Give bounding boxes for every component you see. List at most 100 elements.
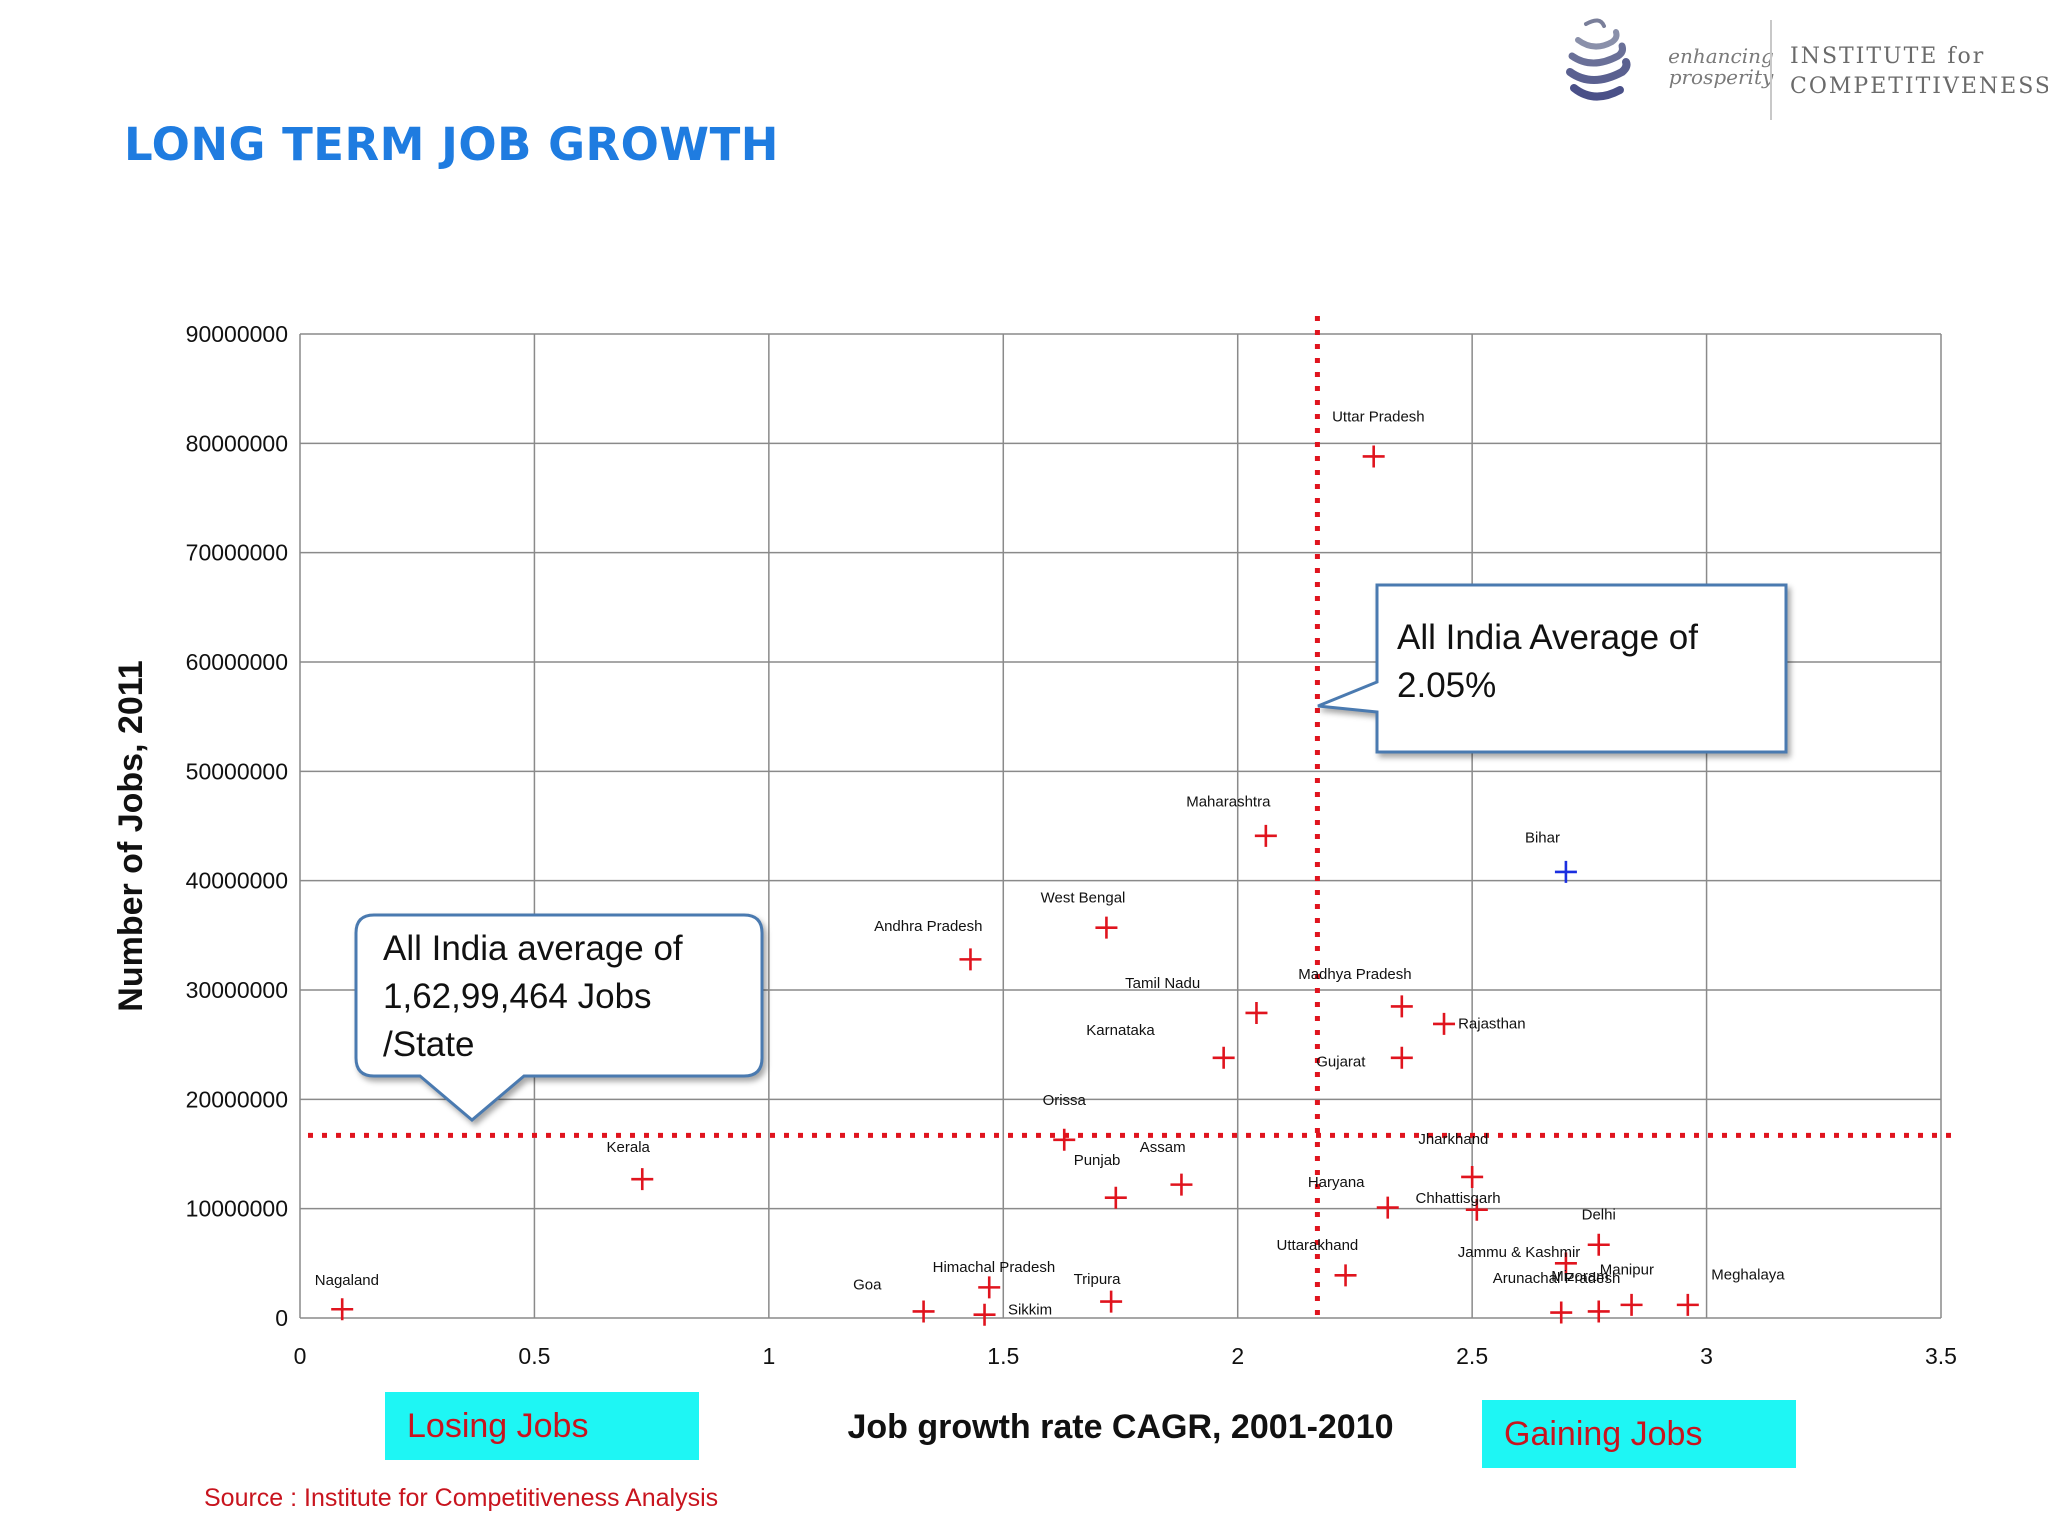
point-label-punjab: Punjab xyxy=(1074,1152,1121,1169)
point-label-andhra-pradesh: Andhra Pradesh xyxy=(874,918,982,935)
point-label-goa: Goa xyxy=(853,1277,882,1294)
jobs-callout-line3: /State xyxy=(383,1025,475,1064)
x-tick-label: 3 xyxy=(1700,1343,1713,1369)
logo-name-line1: INSTITUTE for xyxy=(1790,44,1986,69)
point-jammu-kashmir xyxy=(1554,1252,1577,1275)
x-tick-label: 3.5 xyxy=(1925,1343,1957,1369)
point-label-uttarakhand: Uttarakhand xyxy=(1277,1237,1359,1254)
x-axis-title: Job growth rate CAGR, 2001-2010 xyxy=(847,1408,1393,1446)
point-tripura xyxy=(1100,1290,1123,1313)
point-label-mizoram: Mizoram xyxy=(1551,1268,1609,1285)
jobs-callout-text: All India average of 1,62,99,464 Jobs /S… xyxy=(383,925,683,1069)
point-label-maharashtra: Maharashtra xyxy=(1186,793,1271,810)
point-label-karnataka: Karnataka xyxy=(1086,1022,1155,1039)
point-nagaland xyxy=(331,1298,354,1321)
cagr-callout-box xyxy=(1317,583,1788,754)
point-madhya-pradesh xyxy=(1390,995,1413,1018)
x-tick-label: 2.5 xyxy=(1456,1343,1488,1369)
x-tick-label: 2 xyxy=(1231,1343,1244,1369)
y-tick-label: 60000000 xyxy=(186,649,288,675)
point-mizoram xyxy=(1587,1300,1610,1323)
point-himachal-pradesh xyxy=(978,1276,1001,1299)
y-tick-label: 10000000 xyxy=(186,1196,288,1222)
point-orissa xyxy=(1053,1128,1076,1151)
point-gujarat xyxy=(1390,1046,1413,1069)
point-assam xyxy=(1170,1173,1193,1196)
point-label-haryana: Haryana xyxy=(1308,1174,1365,1191)
point-label-delhi: Delhi xyxy=(1582,1207,1616,1224)
point-label-rajasthan: Rajasthan xyxy=(1458,1015,1526,1032)
point-label-tamil-nadu: Tamil Nadu xyxy=(1125,975,1200,992)
point-arunachal-pradesh xyxy=(1550,1301,1573,1324)
point-label-tripura: Tripura xyxy=(1074,1271,1122,1288)
point-label-meghalaya: Meghalaya xyxy=(1711,1267,1785,1284)
y-axis-title: Number of Jobs, 2011 xyxy=(112,660,150,1011)
point-label-madhya-pradesh: Madhya Pradesh xyxy=(1298,966,1411,983)
point-sikkim xyxy=(973,1303,996,1326)
losing-jobs-label: Losing Jobs xyxy=(385,1392,699,1460)
jobs-callout-box xyxy=(354,913,764,1122)
x-tick-label: 0 xyxy=(294,1343,307,1369)
point-karnataka xyxy=(1212,1046,1235,1069)
point-label-bihar: Bihar xyxy=(1525,829,1560,846)
point-label-sikkim: Sikkim xyxy=(1008,1302,1052,1319)
point-label-uttar-pradesh: Uttar Pradesh xyxy=(1332,408,1425,425)
point-chhattisgarh xyxy=(1465,1198,1488,1221)
point-label-jharkhand: Jharkhand xyxy=(1418,1131,1488,1148)
point-punjab xyxy=(1104,1186,1127,1209)
y-tick-label: 80000000 xyxy=(186,430,288,456)
jobs-callout-line2: 1,62,99,464 Jobs xyxy=(383,977,652,1016)
cagr-callout-text: All India Average of 2.05% xyxy=(1397,614,1698,710)
point-label-west-bengal: West Bengal xyxy=(1041,890,1126,907)
logo-tagline-line2: prosperity xyxy=(1668,65,1774,89)
point-andhra-pradesh xyxy=(959,948,982,971)
logo-name-line2: COMPETITIVENESS xyxy=(1790,74,2048,99)
jobs-callout-line1: All India average of xyxy=(383,929,683,968)
page-title: LONG TERM JOB GROWTH xyxy=(124,118,779,171)
point-uttarakhand xyxy=(1334,1264,1357,1287)
point-label-arunachal-pradesh: Arunachal Pradesh xyxy=(1493,1270,1621,1287)
cagr-callout-line2: 2.05% xyxy=(1397,666,1497,705)
institute-logo: enhancing prosperity INSTITUTE for COMPE… xyxy=(1560,8,2048,128)
y-tick-label: 0 xyxy=(275,1305,288,1331)
point-manipur xyxy=(1620,1293,1643,1316)
point-uttar-pradesh xyxy=(1362,445,1385,468)
logo-name: INSTITUTE for COMPETITIVENESS xyxy=(1790,42,2048,102)
point-bihar xyxy=(1554,860,1577,883)
point-label-orissa: Orissa xyxy=(1043,1092,1087,1109)
point-label-kerala: Kerala xyxy=(607,1139,651,1156)
cagr-callout-line1: All India Average of xyxy=(1397,618,1698,657)
point-label-manipur: Manipur xyxy=(1600,1261,1654,1278)
logo-divider xyxy=(1770,20,1772,120)
swirl-logo-icon xyxy=(1566,18,1631,101)
x-tick-label: 1.5 xyxy=(987,1343,1019,1369)
point-rajasthan xyxy=(1433,1012,1456,1035)
point-west-bengal xyxy=(1095,916,1118,939)
y-tick-label: 90000000 xyxy=(186,321,288,347)
x-tick-label: 0.5 xyxy=(518,1343,550,1369)
y-tick-label: 50000000 xyxy=(186,758,288,784)
point-label-jammu-kashmir: Jammu & Kashmir xyxy=(1458,1244,1581,1261)
logo-tagline-line1: enhancing xyxy=(1668,44,1774,68)
point-kerala xyxy=(631,1168,654,1191)
logo-tagline: enhancing prosperity xyxy=(1656,46,1786,88)
point-label-nagaland: Nagaland xyxy=(315,1272,379,1289)
source-note: Source : Institute for Competitiveness A… xyxy=(204,1484,719,1512)
y-tick-label: 30000000 xyxy=(186,977,288,1003)
point-haryana xyxy=(1376,1196,1399,1219)
point-jharkhand xyxy=(1461,1165,1484,1188)
gaining-jobs-label: Gaining Jobs xyxy=(1482,1400,1796,1468)
y-tick-label: 20000000 xyxy=(186,1086,288,1112)
point-delhi xyxy=(1587,1233,1610,1256)
x-tick-label: 1 xyxy=(762,1343,775,1369)
point-label-assam: Assam xyxy=(1140,1139,1186,1156)
point-label-himachal-pradesh: Himachal Pradesh xyxy=(933,1259,1056,1276)
point-tamil-nadu xyxy=(1245,1001,1268,1024)
point-label-chhattisgarh: Chhattisgarh xyxy=(1416,1190,1501,1207)
point-label-gujarat: Gujarat xyxy=(1316,1054,1366,1071)
y-tick-label: 70000000 xyxy=(186,540,288,566)
point-meghalaya xyxy=(1676,1293,1699,1316)
point-goa xyxy=(912,1300,935,1323)
y-tick-label: 40000000 xyxy=(186,868,288,894)
